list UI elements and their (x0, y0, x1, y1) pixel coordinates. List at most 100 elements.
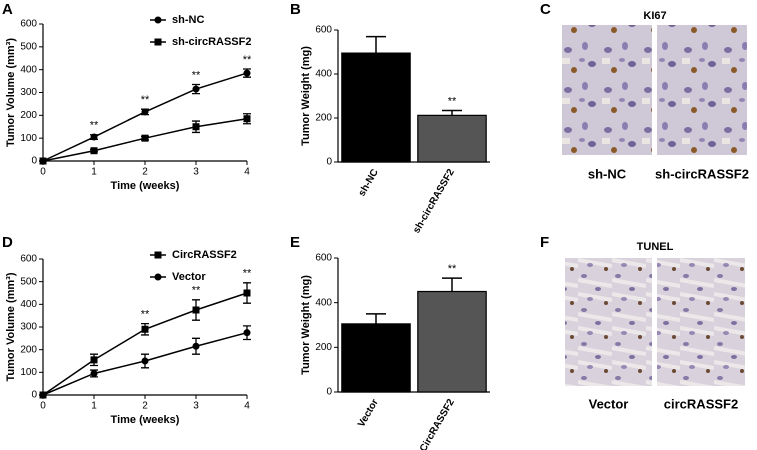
y-tick-label: 400 (20, 64, 37, 75)
y-tick-label: 200 (20, 344, 37, 355)
marker (141, 134, 149, 142)
tissue-image (657, 258, 745, 386)
legend-label: Vector (172, 271, 206, 283)
y-tick-label: 200 (20, 110, 37, 121)
error-bar (366, 35, 386, 54)
x-tick-label: 0 (40, 167, 46, 178)
image-label: Vector (589, 396, 629, 411)
panel-letter: E (290, 234, 300, 251)
y-tick-label: 200 (315, 342, 332, 353)
marker (243, 329, 251, 337)
legend-marker (154, 16, 162, 24)
series-line (42, 72, 248, 162)
image-label: sh-circRASSF2 (655, 166, 749, 181)
y-tick-label: 100 (20, 367, 37, 378)
tissue-image (565, 258, 652, 386)
significance: ** (448, 263, 457, 275)
x-tick-label: 3 (193, 167, 199, 178)
x-tick-label: 2 (142, 401, 148, 412)
panel-letter: A (2, 1, 13, 18)
x-tick-label: 1 (91, 401, 97, 412)
x-tick-label: 4 (244, 167, 250, 178)
y-tick-label: 0 (31, 390, 37, 401)
marker (192, 123, 200, 131)
image-label: circRASSF2 (664, 396, 738, 411)
panel-letter: B (290, 1, 301, 18)
image-label: sh-NC (588, 166, 627, 181)
x-axis-title: Time (weeks) (111, 414, 180, 426)
y-tick-label: 400 (315, 297, 332, 308)
significance: ** (90, 120, 99, 132)
tissue-image (657, 25, 747, 155)
y-tick-label: 400 (315, 69, 332, 80)
y-axis-title: Tumor Weight (mg) (300, 46, 312, 146)
x-tick-label: 2 (142, 167, 148, 178)
y-tick-label: 600 (315, 253, 332, 264)
y-tick-label: 300 (20, 322, 37, 333)
y-tick-label: 600 (20, 19, 37, 30)
significance: ** (243, 268, 252, 280)
x-tick-label: 3 (193, 401, 199, 412)
significance: ** (141, 309, 150, 321)
marker (192, 342, 200, 350)
x-axis-title: Time (weeks) (111, 180, 180, 192)
y-tick-label: 600 (315, 25, 332, 36)
error-bar (366, 313, 386, 324)
x-tick-label: Vector (356, 397, 381, 429)
y-axis-title: Tumor Weight (mg) (300, 275, 312, 375)
y-axis-title: Tumor Volume (mm³) (5, 272, 17, 381)
legend-label: sh-circRASSF2 (172, 36, 251, 48)
marker (192, 85, 200, 93)
marker (39, 391, 47, 399)
y-tick-label: 500 (20, 41, 37, 52)
y-tick-label: 300 (20, 87, 37, 98)
legend-marker (154, 38, 162, 46)
marker (90, 147, 98, 155)
error-bar (442, 109, 462, 116)
y-tick-label: 400 (20, 299, 37, 310)
x-tick-label: 1 (91, 167, 97, 178)
bar (417, 114, 487, 163)
legend-label: sh-NC (172, 14, 204, 26)
marker (192, 306, 200, 314)
marker (90, 133, 98, 141)
significance: ** (192, 69, 201, 81)
bar (341, 323, 411, 393)
legend-label: CircRASSF2 (172, 249, 237, 261)
y-tick-label: 200 (315, 113, 332, 124)
marker (243, 289, 251, 297)
image-title: TUNEL (637, 241, 674, 253)
significance: ** (192, 285, 201, 297)
tissue-image (562, 25, 652, 155)
y-axis-title: Tumor Volume (mm³) (5, 38, 17, 147)
legend-marker (154, 273, 162, 281)
x-tick-label: 0 (40, 401, 46, 412)
marker (243, 115, 251, 123)
y-tick-label: 0 (326, 387, 332, 398)
panel-letter: D (2, 234, 13, 251)
marker (90, 356, 98, 364)
y-tick-label: 500 (20, 276, 37, 287)
marker (141, 357, 149, 365)
significance: ** (243, 54, 252, 66)
bar (417, 290, 487, 393)
error-bar (442, 277, 462, 292)
bar (341, 52, 411, 163)
x-tick-label: sh-NC (357, 167, 381, 198)
marker (141, 108, 149, 116)
x-tick-label: CircRASSF2 (418, 397, 457, 450)
y-tick-label: 0 (326, 157, 332, 168)
y-tick-label: 100 (20, 133, 37, 144)
y-tick-label: 0 (31, 156, 37, 167)
marker (141, 325, 149, 333)
marker (243, 69, 251, 77)
significance: ** (448, 95, 457, 107)
marker (39, 157, 47, 165)
marker (90, 369, 98, 377)
x-tick-label: 4 (244, 401, 250, 412)
panel-letter: F (540, 234, 549, 251)
legend-marker (154, 251, 162, 259)
panel-letter: C (540, 1, 551, 18)
y-tick-label: 600 (20, 254, 37, 265)
